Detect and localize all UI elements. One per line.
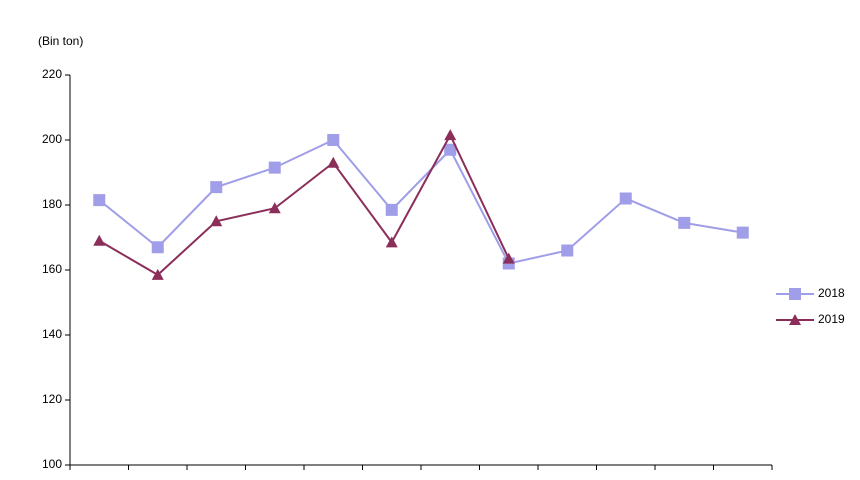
marker <box>210 181 223 194</box>
y-tick-label: 200 <box>42 132 62 146</box>
marker <box>619 192 632 205</box>
marker <box>789 288 801 300</box>
y-tick-label: 220 <box>42 67 62 81</box>
y-unit-label: (Bin ton) <box>38 34 83 48</box>
marker <box>385 236 398 248</box>
marker <box>502 252 515 264</box>
marker <box>678 216 691 229</box>
y-tick-label: 180 <box>42 197 62 211</box>
y-tick-label: 140 <box>42 327 62 341</box>
marker <box>327 156 340 168</box>
marker <box>444 143 457 156</box>
legend-label: 2018 <box>818 286 845 300</box>
marker <box>385 203 398 216</box>
marker <box>151 268 164 280</box>
marker <box>93 234 106 246</box>
y-tick-label: 120 <box>42 392 62 406</box>
marker <box>268 161 281 174</box>
marker <box>210 215 223 227</box>
marker <box>327 134 340 146</box>
legend-label: 2019 <box>818 312 845 326</box>
marker <box>151 241 164 254</box>
marker <box>789 314 801 325</box>
series-line <box>98 132 510 277</box>
marker <box>444 129 457 141</box>
y-tick-label: 100 <box>42 457 62 471</box>
marker <box>93 194 106 207</box>
y-tick-label: 160 <box>42 262 62 276</box>
marker <box>736 226 749 239</box>
series-line <box>98 138 743 265</box>
marker <box>268 202 281 214</box>
marker <box>561 244 574 257</box>
